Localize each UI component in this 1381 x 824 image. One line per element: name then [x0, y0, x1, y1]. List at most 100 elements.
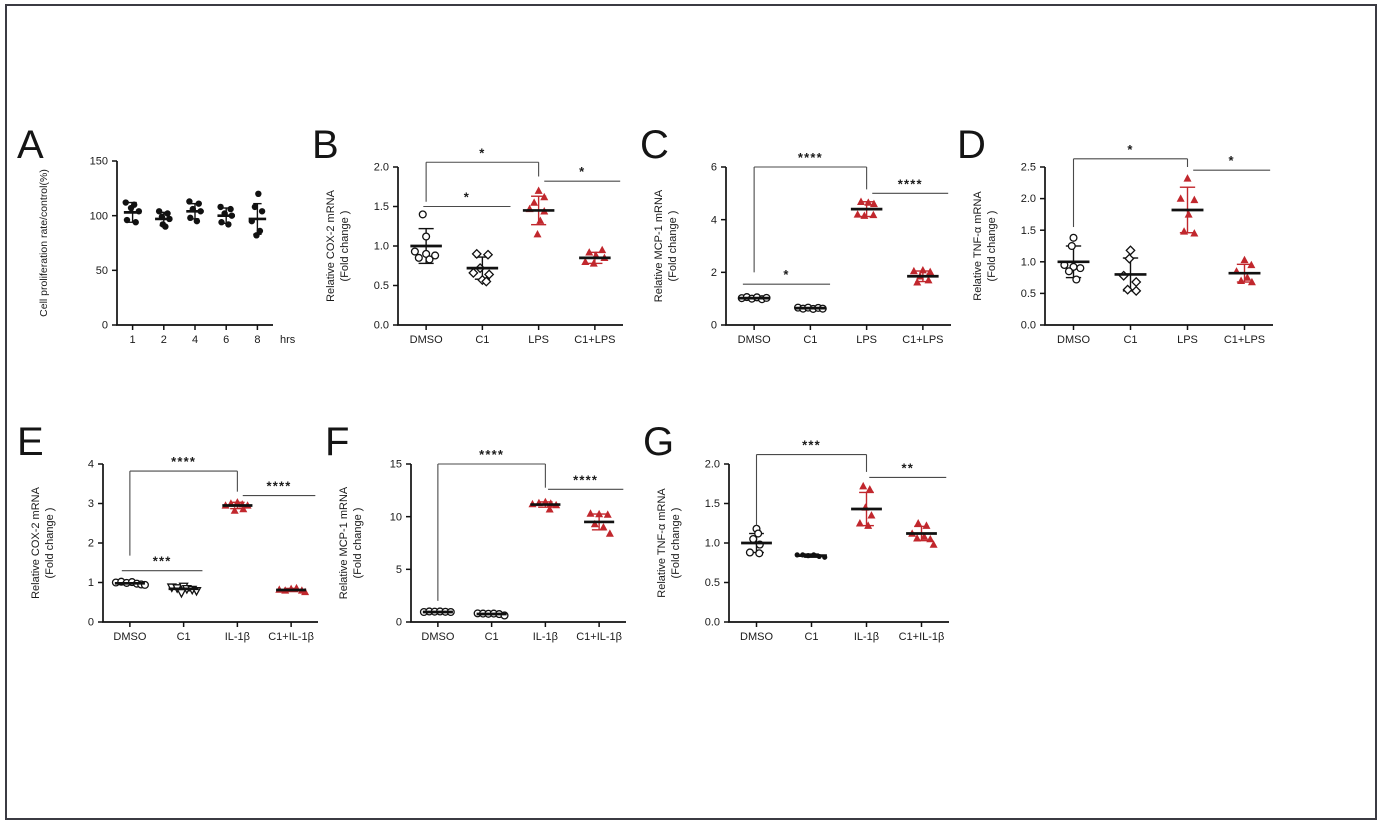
x-tick-label: C1	[485, 631, 499, 643]
data-point	[132, 219, 139, 226]
sig-bracket: ****	[872, 176, 949, 194]
data-point	[195, 200, 202, 207]
data-point	[481, 276, 492, 287]
data-point	[920, 532, 929, 540]
y-axis-title: (Fold change )	[986, 211, 998, 282]
panel-B: B 0.0 0.5 1.0 1.5 2.0 Relative COX-2 mRNA (Fol…	[312, 121, 637, 369]
panel-G-label: G	[643, 420, 675, 464]
data-point	[193, 217, 201, 225]
y-tick-label: 0.0	[1021, 320, 1036, 332]
y-tick-label: 50	[96, 265, 108, 277]
group-C1	[794, 552, 828, 560]
sig-bracket: *	[423, 190, 511, 208]
data-point	[918, 266, 927, 274]
data-point	[926, 534, 935, 543]
y-tick-label: 1.0	[705, 538, 720, 550]
data-point	[1122, 284, 1133, 295]
x-tick-label: 4	[192, 334, 198, 346]
group-6	[217, 203, 236, 228]
axes: 0.0 0.5 1.0 1.5 2.0 Relative TNF-α mRNA (Fold …	[656, 459, 949, 643]
group-DMSO	[741, 524, 772, 558]
data-point	[533, 229, 542, 238]
group-C1+IL-1β	[906, 519, 938, 548]
data-point	[914, 519, 923, 527]
data-point	[586, 509, 595, 517]
data-point	[1183, 174, 1192, 182]
panel-E-label: E	[17, 420, 44, 464]
group-DMSO	[737, 293, 771, 304]
panel-A-plot: 0 50 100 150 Cell proliferation rate/control…	[38, 156, 296, 346]
y-axis-title: Relative TNF-α mRNA	[972, 191, 984, 301]
data-point	[589, 259, 598, 267]
data-point	[127, 204, 135, 212]
data-point	[186, 198, 193, 205]
sig-label: *	[579, 164, 585, 179]
x-tick-label: IL-1β	[225, 631, 250, 643]
data-point	[1176, 194, 1185, 202]
panel-A-label: A	[17, 123, 44, 167]
y-axis-title: Relative COX-2 mRNA	[325, 189, 337, 302]
y-tick-label: 0	[88, 617, 94, 629]
axes: 0 1 2 3 4 Relative COX-2 mRNA (Fold change ) DM…	[30, 459, 318, 643]
data-point	[1247, 277, 1256, 286]
y-tick-label: 0	[396, 617, 402, 629]
y-axis-title: (Fold change )	[339, 211, 351, 282]
axes: 0 50 100 150 Cell proliferation rate/control…	[38, 156, 296, 346]
panel-D-label: D	[957, 123, 986, 167]
group-C1	[473, 609, 509, 620]
group-2	[155, 208, 173, 230]
sig-label: ****	[798, 150, 823, 165]
x-tick-label: C1+LPS	[574, 334, 615, 346]
data-point	[1124, 253, 1135, 264]
sig-bracket: *	[742, 267, 831, 285]
sig-label: *	[1127, 142, 1133, 157]
data-point	[581, 257, 590, 265]
data-point	[225, 221, 232, 228]
panel-F-plot: 0 5 10 15 Relative MCP-1 mRNA (Fold change ) D…	[338, 447, 626, 643]
sig-bracket: ***	[755, 438, 868, 526]
y-tick-label: 5	[396, 564, 402, 576]
panel-C: C 0 2 4 6 Relative MCP-1 mRNA (Fold change ) D…	[640, 121, 965, 369]
data-point	[585, 248, 594, 256]
group-DMSO	[111, 577, 149, 589]
group-LPS	[850, 197, 883, 219]
x-tick-label: C1+IL-1β	[899, 631, 945, 643]
sig-bracket: *	[1193, 153, 1271, 171]
data-point	[860, 211, 869, 219]
group-LPS	[1171, 174, 1204, 237]
sig-label: ***	[153, 554, 172, 569]
data-point	[1243, 273, 1252, 281]
group-C1	[793, 303, 827, 313]
data-point	[1184, 210, 1193, 218]
data-point	[122, 199, 129, 206]
data-point	[1190, 229, 1199, 237]
data-point	[414, 253, 423, 262]
data-point	[422, 232, 431, 241]
x-tick-label: IL-1β	[854, 631, 879, 643]
data-point	[530, 198, 539, 206]
data-point	[253, 232, 260, 239]
data-point	[598, 245, 607, 254]
data-point	[1131, 276, 1142, 288]
x-tick-label: IL-1β	[533, 631, 558, 643]
sig-label: ****	[171, 454, 196, 469]
data-point	[540, 192, 549, 201]
y-tick-label: 2.5	[1021, 162, 1036, 174]
group-1	[122, 199, 143, 226]
sig-bracket: ****	[548, 472, 624, 490]
data-point	[929, 540, 938, 548]
data-point	[909, 266, 918, 275]
group-C1+LPS	[907, 266, 939, 286]
data-point	[484, 269, 495, 280]
y-tick-label: 100	[90, 210, 108, 222]
y-tick-label: 1.5	[1021, 225, 1036, 237]
data-point	[745, 548, 754, 557]
axis-line	[410, 464, 626, 623]
data-point	[471, 248, 482, 260]
data-point	[230, 506, 239, 514]
sig-label: ****	[573, 472, 598, 487]
data-point	[924, 276, 933, 284]
group-C1+LPS	[1228, 255, 1261, 286]
sig-label: *	[1229, 153, 1235, 168]
data-point	[869, 199, 878, 208]
